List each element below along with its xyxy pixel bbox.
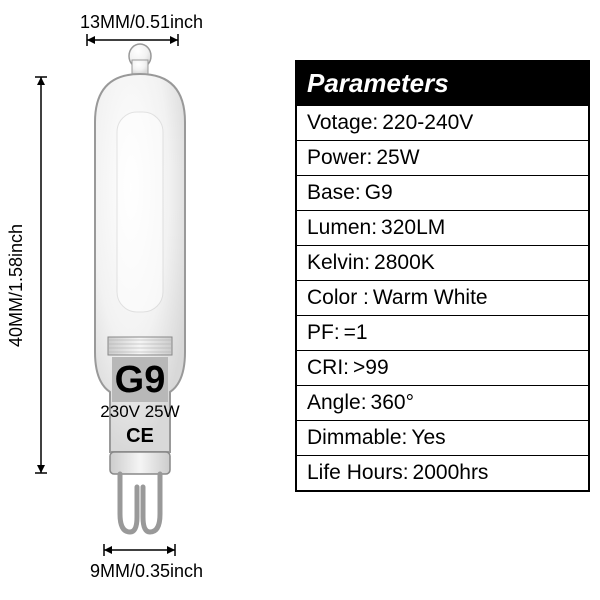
param-label: Power:: [307, 146, 372, 170]
bulb-voltage-power-text: 230V 25W: [100, 402, 179, 421]
table-row: Lumen: 320LM: [297, 210, 588, 245]
bulb-g9-text: G9: [115, 359, 166, 401]
table-row: PF: =1: [297, 315, 588, 350]
param-label: Base:: [307, 181, 361, 205]
param-label: PF:: [307, 321, 340, 345]
param-value: =1: [344, 321, 368, 345]
parameters-table: Parameters Votage: 220-240V Power: 25W B…: [295, 60, 590, 492]
param-value: 220-240V: [382, 111, 473, 135]
table-row: Kelvin: 2800K: [297, 245, 588, 280]
param-label: Color :: [307, 286, 369, 310]
param-value: 2800K: [374, 251, 435, 275]
param-label: Life Hours:: [307, 461, 409, 485]
bulb-illustration: G9 230V 25W CE: [75, 42, 205, 552]
table-row: Color : Warm White: [297, 280, 588, 315]
param-value: Warm White: [373, 286, 488, 310]
param-label: Kelvin:: [307, 251, 370, 275]
dimension-left-line: [35, 75, 47, 475]
dimension-bottom-line: [102, 544, 177, 556]
parameters-panel: Parameters Votage: 220-240V Power: 25W B…: [290, 0, 600, 600]
dimension-left-label: 40MM/1.58inch: [6, 224, 27, 347]
table-row: Base: G9: [297, 175, 588, 210]
table-row: Dimmable: Yes: [297, 420, 588, 455]
param-label: CRI:: [307, 356, 349, 380]
param-label: Votage:: [307, 111, 378, 135]
table-row: Votage: 220-240V: [297, 105, 588, 140]
param-value: 25W: [376, 146, 419, 170]
table-row: CRI: >99: [297, 350, 588, 385]
dimension-top-label: 13MM/0.51inch: [80, 12, 203, 33]
dimension-bottom-label: 9MM/0.35inch: [90, 561, 203, 582]
param-label: Lumen:: [307, 216, 377, 240]
param-value: >99: [353, 356, 389, 380]
param-value: Yes: [411, 426, 445, 450]
table-row: Power: 25W: [297, 140, 588, 175]
param-value: 320LM: [381, 216, 445, 240]
param-label: Dimmable:: [307, 426, 407, 450]
param-value: G9: [365, 181, 393, 205]
param-label: Angle:: [307, 391, 367, 415]
bulb-ce-text: CE: [126, 425, 154, 447]
param-value: 2000hrs: [413, 461, 489, 485]
param-value: 360°: [371, 391, 414, 415]
table-row: Angle: 360°: [297, 385, 588, 420]
parameters-header: Parameters: [297, 62, 588, 105]
product-diagram-panel: 13MM/0.51inch 40MM/1.58inch: [0, 0, 290, 600]
table-row: Life Hours: 2000hrs: [297, 455, 588, 490]
